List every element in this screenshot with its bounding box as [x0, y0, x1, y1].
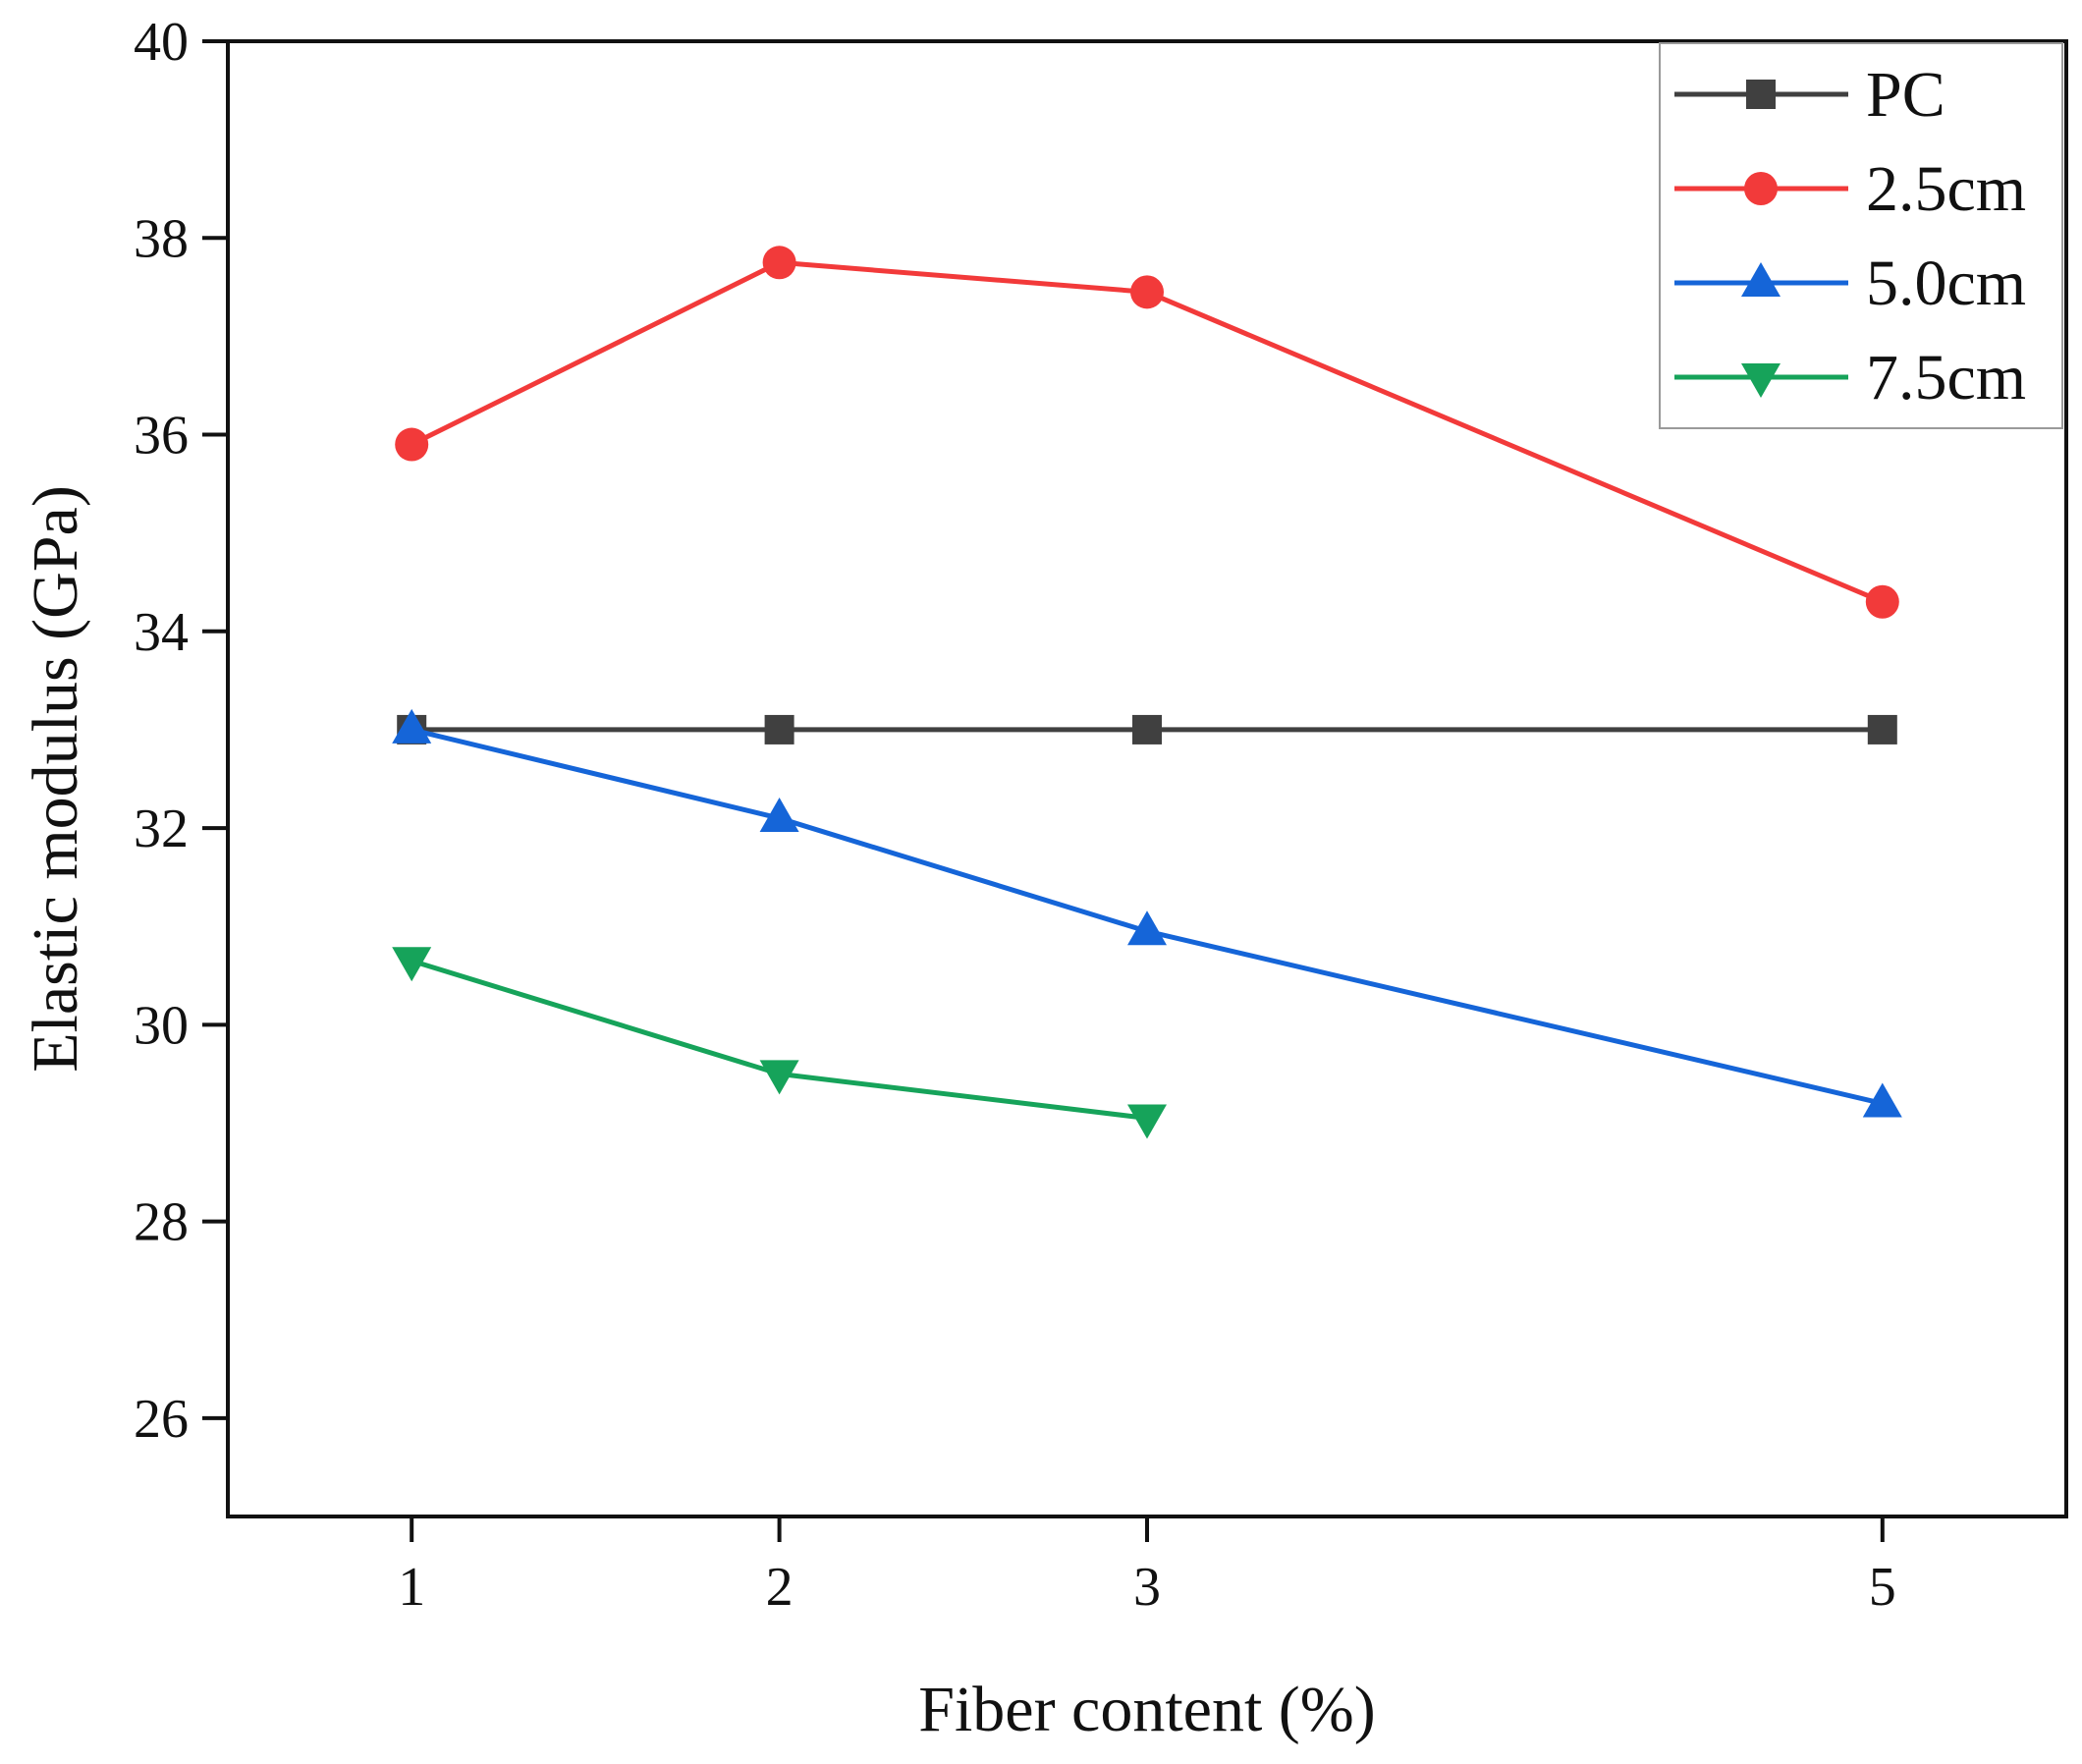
series-line-2-5cm: [411, 259, 1884, 605]
data-point-7-5cm: [1127, 1104, 1167, 1139]
series-line-7-5cm: [411, 958, 1148, 1121]
y-tick-label: 40: [134, 12, 189, 73]
data-point-pc: [1132, 714, 1162, 744]
data-point-2-5cm: [762, 246, 796, 280]
data-point-5-0cm: [1862, 1082, 1902, 1118]
data-point-7-5cm: [392, 947, 432, 982]
series-layer: [392, 246, 1902, 1139]
legend-label-5-0cm: 5.0cm: [1866, 248, 2026, 319]
data-point-pc: [1867, 714, 1897, 744]
y-tick-label: 28: [134, 1192, 189, 1253]
x-tick-label: 2: [766, 1557, 794, 1618]
data-point-2-5cm: [1865, 584, 1899, 619]
data-point-5-0cm: [392, 708, 432, 744]
y-tick-label: 26: [134, 1389, 189, 1450]
data-point-2-5cm: [395, 427, 429, 462]
legend-marker-7-5cm: [1741, 363, 1781, 398]
data-point-pc: [764, 714, 794, 744]
x-tick-label: 3: [1133, 1557, 1161, 1618]
y-tick-label: 34: [134, 602, 189, 663]
data-point-2-5cm: [1130, 275, 1164, 309]
legend-label-pc: PC: [1866, 59, 1945, 131]
y-tick-label: 36: [134, 406, 189, 467]
data-point-7-5cm: [759, 1060, 799, 1095]
series-line-5-0cm: [411, 727, 1884, 1106]
y-tick-label: 32: [134, 799, 189, 859]
y-tick-label: 30: [134, 995, 189, 1056]
axis-layer: 26 28 30 32 34 36 38 40 1 2 3 5: [134, 12, 1896, 1618]
x-tick-label: 5: [1869, 1557, 1896, 1618]
x-tick-label: 1: [398, 1557, 425, 1618]
y-axis-title: Elastic modulus (GPa): [20, 485, 91, 1073]
legend-label-2-5cm: 2.5cm: [1866, 153, 2026, 225]
legend-box: [1659, 42, 2063, 429]
legend: PC 2.5cm 5.0cm 7.5cm: [1659, 42, 2063, 429]
legend-marker-5-0cm: [1741, 262, 1781, 297]
legend-marker-pc: [1746, 80, 1776, 109]
x-axis-title: Fiber content (%): [918, 1674, 1376, 1745]
legend-marker-2-5cm: [1744, 172, 1778, 205]
legend-label-7-5cm: 7.5cm: [1866, 342, 2026, 413]
data-point-5-0cm: [1127, 910, 1167, 946]
y-tick-label: 38: [134, 208, 189, 269]
data-point-5-0cm: [759, 798, 799, 833]
